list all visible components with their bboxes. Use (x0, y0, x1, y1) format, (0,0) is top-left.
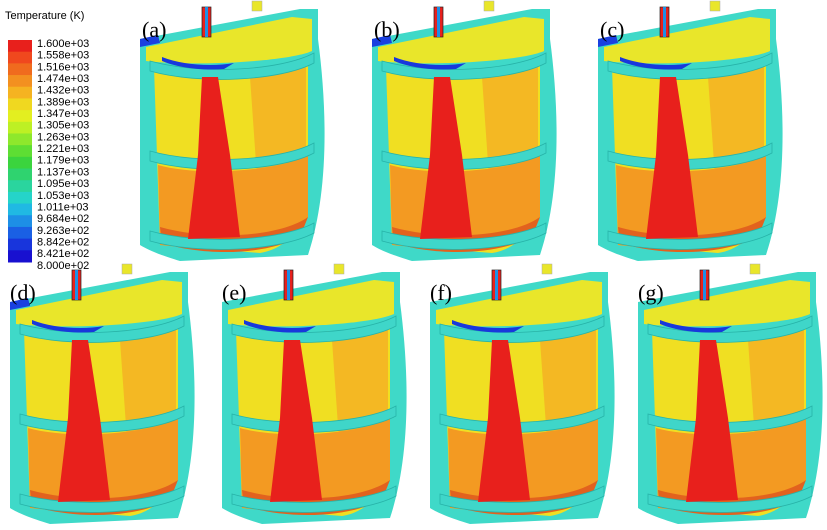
legend-swatch (8, 227, 32, 239)
legend-label: 1.474e+03 (37, 73, 89, 85)
nozzle-core (703, 270, 706, 300)
legend-swatch (8, 87, 32, 99)
legend-label: 8.000e+02 (37, 260, 89, 272)
legend-swatch (8, 180, 32, 192)
legend-label: 8.421e+02 (37, 248, 89, 260)
contour-panel: (g) (638, 264, 823, 524)
legend-swatch (8, 250, 32, 262)
panel-label: (c) (600, 17, 624, 42)
legend-label: 1.179e+03 (37, 155, 89, 167)
contour-panel: (c) (598, 1, 783, 261)
legend-swatch (8, 133, 32, 145)
panel-label: (f) (430, 280, 452, 305)
legend-label: 1.600e+03 (37, 38, 89, 50)
panel-label: (d) (10, 280, 36, 305)
top-notch (334, 264, 344, 274)
legend-swatch (8, 215, 32, 227)
top-notch (542, 264, 552, 274)
body: Temperature (K) 1.600e+031.558e+031.516e… (0, 0, 827, 530)
legend-label: 1.432e+03 (37, 85, 89, 97)
contour-panel: (e) (222, 264, 407, 524)
legend-label: 1.137e+03 (37, 166, 89, 178)
legend-label: 1.221e+03 (37, 143, 89, 155)
legend-label: 1.263e+03 (37, 131, 89, 143)
legend-label: 1.095e+03 (37, 178, 89, 190)
legend-swatch (8, 145, 32, 157)
legend-swatch (8, 40, 32, 52)
figure: Temperature (K) 1.600e+031.558e+031.516e… (0, 0, 827, 530)
legend-label: 1.389e+03 (37, 96, 89, 108)
page: {"legend": {"title": "Temperature (K)", … (0, 0, 827, 530)
legend-swatch (8, 63, 32, 75)
panel-label: (g) (638, 280, 664, 305)
legend-swatch (8, 52, 32, 64)
legend-label: 1.347e+03 (37, 108, 89, 120)
legend-label: 1.011e+03 (37, 201, 89, 213)
contour-panel: (a) (140, 1, 325, 261)
nozzle-core (437, 7, 440, 37)
top-notch (252, 1, 262, 11)
nozzle-core (495, 270, 498, 300)
legend-swatch (8, 157, 32, 169)
contour-panel: (d) (10, 264, 195, 524)
top-notch (484, 1, 494, 11)
legend-swatch (8, 169, 32, 181)
nozzle-core (663, 7, 666, 37)
legend-swatch (8, 98, 32, 110)
legend-label: 1.305e+03 (37, 120, 89, 132)
legend-label: 1.516e+03 (37, 61, 89, 73)
legend-label: 8.842e+02 (37, 237, 89, 249)
top-notch (710, 1, 720, 11)
legend-swatch (8, 110, 32, 122)
legend-label: 1.558e+03 (37, 50, 89, 62)
contour-panel: (f) (430, 264, 615, 524)
panel-label: (a) (142, 17, 166, 42)
panel-label: (b) (374, 17, 400, 42)
legend-swatch (8, 204, 32, 216)
panel-label: (e) (222, 280, 246, 305)
contour-panel: (b) (372, 1, 557, 261)
legend-label: 9.263e+02 (37, 225, 89, 237)
nozzle-core (205, 7, 208, 37)
nozzle-core (75, 270, 78, 300)
legend-label: 1.053e+03 (37, 190, 89, 202)
legend-swatch (8, 75, 32, 87)
legend-title: Temperature (K) (5, 10, 84, 22)
top-notch (750, 264, 760, 274)
legend-label: 9.684e+02 (37, 213, 89, 225)
top-notch (122, 264, 132, 274)
legend-swatch (8, 122, 32, 134)
nozzle-core (287, 270, 290, 300)
legend-swatch (8, 192, 32, 204)
legend-swatch (8, 239, 32, 251)
